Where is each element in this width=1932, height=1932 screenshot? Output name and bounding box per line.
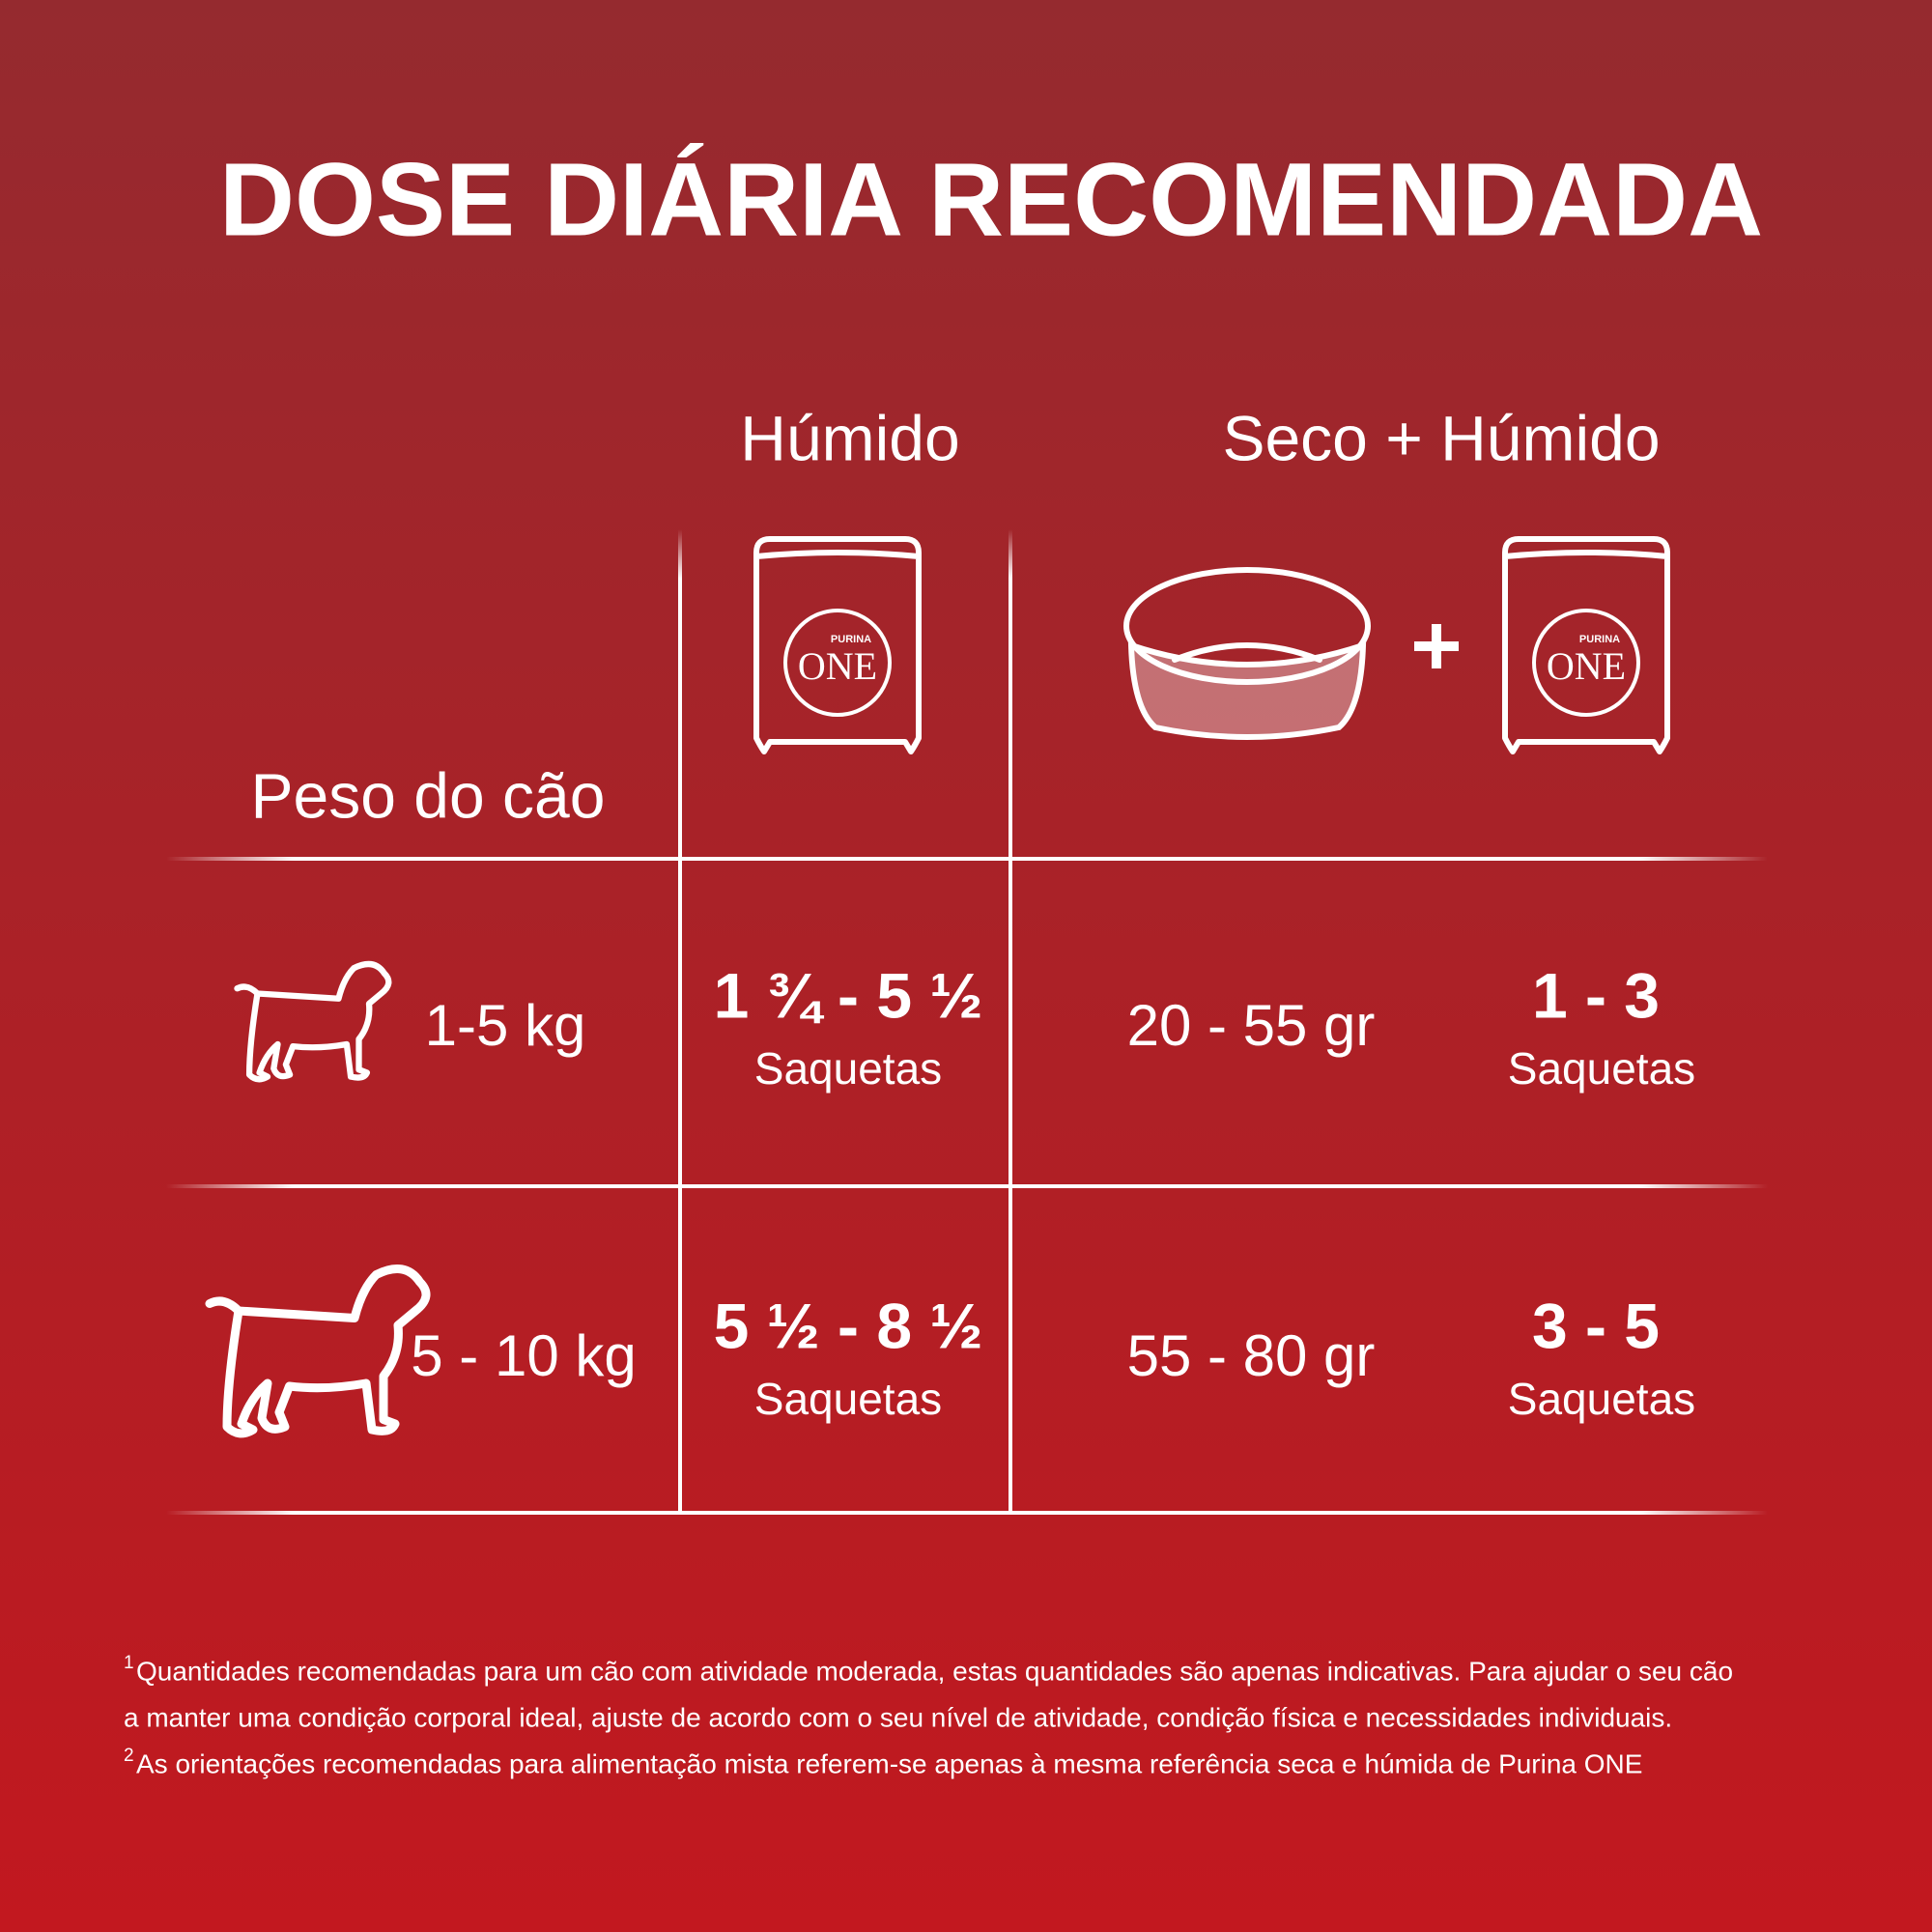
title: DOSE DIÁRIA RECOMENDADA: [219, 141, 1763, 258]
footnote-text: a manter uma condição corporal ideal, aj…: [124, 1702, 1672, 1732]
weight: 1-5 kg: [425, 993, 586, 1058]
dry-amount: 55 - 80 gr: [1127, 1323, 1376, 1388]
mixed-wet-unit: Saquetas: [1508, 1043, 1695, 1094]
dry-amount: 20 - 55 gr: [1127, 993, 1376, 1058]
pouch-icon: PURINA ONE: [1505, 539, 1667, 752]
row-divider: [166, 1184, 1768, 1188]
weight: 5 - 10 kg: [411, 1323, 636, 1388]
rows: 1-5 kg 1 ¾ - 5 ½ Saquetas 20 - 55 gr 1 - 3 Sa…: [210, 959, 1695, 1433]
logo-name: ONE: [1547, 644, 1626, 688]
wet-amount: 1 ¾ - 5 ½: [714, 959, 983, 1031]
column-divider: [678, 529, 682, 1515]
footnote-mark: 2: [124, 1746, 134, 1766]
footnote-text: As orientações recomendadas para aliment…: [136, 1748, 1642, 1778]
wet-unit: Saquetas: [754, 1043, 942, 1094]
plus-icon: [1414, 624, 1459, 668]
column-header: Seco + Húmido: [1222, 402, 1660, 473]
row-divider: [166, 857, 1768, 861]
logo-brand: PURINA: [1579, 634, 1620, 645]
column-divider: [1009, 529, 1012, 1515]
wet-amount: 5 ½ - 8 ½: [714, 1290, 983, 1361]
logo-brand: PURINA: [831, 634, 871, 645]
bowl-icon: [1123, 567, 1371, 740]
pouch-icon: PURINA ONE: [756, 539, 919, 752]
wet-unit: Saquetas: [754, 1374, 942, 1424]
corner-header: Peso do cão: [251, 759, 606, 831]
mixed-wet-unit: Saquetas: [1508, 1374, 1695, 1424]
mixed-wet-amount: 1 - 3: [1532, 959, 1660, 1031]
footnotes: 1 Quantidades recomendadas para um cão co…: [124, 1653, 1733, 1778]
logo-name: ONE: [798, 644, 877, 688]
row-divider: [166, 1511, 1768, 1515]
footnote-text: Quantidades recomendadas para um cão com…: [136, 1656, 1733, 1686]
column-header: Húmido: [740, 402, 959, 473]
footnote-mark: 1: [124, 1653, 134, 1673]
mixed-wet-amount: 3 - 5: [1532, 1290, 1660, 1361]
